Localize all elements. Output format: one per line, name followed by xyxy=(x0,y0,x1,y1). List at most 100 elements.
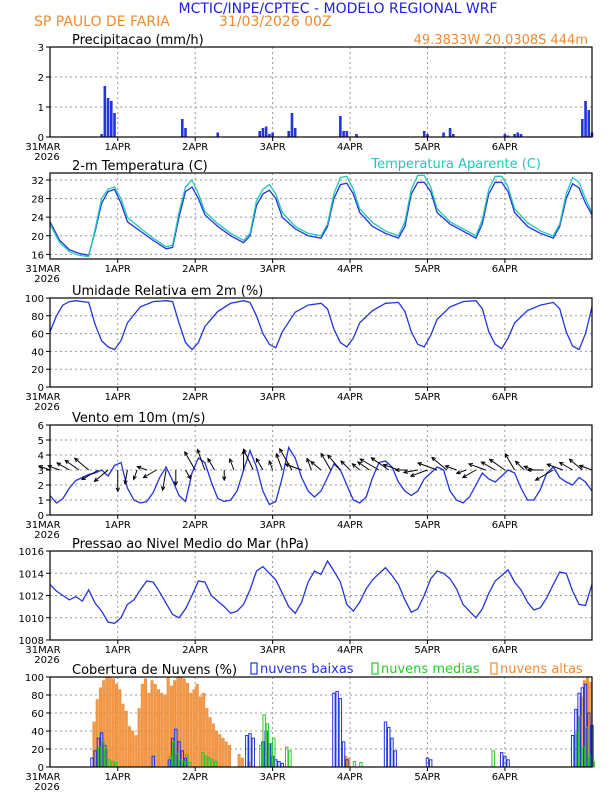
precip-bar xyxy=(519,134,523,137)
wind-vector-shaft xyxy=(357,461,370,471)
precip-bar xyxy=(584,101,587,137)
wind-vector xyxy=(184,450,196,471)
wind-vector xyxy=(207,457,215,471)
cloud-bar-nuvens-baixas xyxy=(251,737,255,768)
wind-vector-shaft xyxy=(515,460,525,471)
wind-vector xyxy=(161,469,167,492)
wind-vector xyxy=(382,463,399,471)
precip-bar xyxy=(258,131,262,137)
precip-bar xyxy=(426,134,429,137)
y-tick-label: 24 xyxy=(31,213,44,224)
x-year-label: 2026 xyxy=(34,152,59,163)
precip-bar xyxy=(442,132,445,137)
wind-vector-head xyxy=(115,487,120,493)
wind-vector xyxy=(115,470,120,493)
x-day-label: 5APR xyxy=(414,392,440,403)
cloud-bar-nuvens-altas xyxy=(147,692,151,768)
y-tick-label: 100 xyxy=(25,673,44,684)
cloud-bar-nuvens-altas xyxy=(163,694,167,768)
wind-vector-head xyxy=(93,477,99,483)
wind-vector-head xyxy=(455,470,461,475)
cloud-legend-label: nuvens baixas xyxy=(260,662,354,677)
wind-vector xyxy=(284,463,302,471)
wind-vector-shaft xyxy=(143,469,157,478)
cloud-bar-nuvens-baixas xyxy=(335,690,339,768)
precip-bar xyxy=(345,131,349,137)
cloud-bar-nuvens-altas xyxy=(192,689,196,768)
wind-vector-shaft xyxy=(310,461,322,471)
precip-bar xyxy=(109,101,113,137)
precip-bar xyxy=(516,132,520,137)
cloud-bar-nuvens-baixas xyxy=(428,759,433,768)
wind-vector-head xyxy=(284,463,290,468)
wind-vector-head xyxy=(558,461,564,467)
wind-vector-head xyxy=(409,472,415,477)
header-run: 31/03/2026 00Z xyxy=(219,14,332,30)
cloud-bar-nuvens-altas xyxy=(189,692,193,768)
cloud-bar-nuvens-altas xyxy=(221,737,225,768)
panel-title: Vento em 10m (m/s) xyxy=(72,411,205,426)
wind-vector xyxy=(351,463,361,471)
wind-vector-head xyxy=(356,461,362,466)
wind-vector-head xyxy=(444,465,450,470)
precip-bar xyxy=(451,134,455,137)
cloud-bar-nuvens-baixas xyxy=(570,735,575,768)
wind-vector xyxy=(568,458,583,471)
wind-vector-shaft xyxy=(481,461,496,471)
y-tick-label: 60 xyxy=(31,709,44,720)
panel-title: Umidade Relativa em 2m (%) xyxy=(72,284,263,299)
cloud-bar-nuvens-altas xyxy=(195,683,199,768)
x-day-label: 2APR xyxy=(182,520,208,531)
x-day-label: 3APR xyxy=(260,772,286,783)
wind-vector-head xyxy=(196,448,201,454)
wind-vector-shaft xyxy=(579,465,593,471)
x-day-label-first: 31MAR xyxy=(25,392,60,403)
precip-bar xyxy=(103,86,107,137)
y-tick-label: 3 xyxy=(38,466,44,477)
y-tick-label: 0 xyxy=(38,511,44,522)
cloud-bar-nuvens-altas xyxy=(237,754,241,768)
wind-vector-shaft xyxy=(417,462,438,471)
wind-vector-head xyxy=(461,473,467,479)
wind-vector-head xyxy=(526,467,532,473)
wind-vector-shaft xyxy=(124,469,128,484)
y-tick-label: 1014 xyxy=(19,569,44,580)
y-tick-label: 100 xyxy=(25,294,44,305)
wind-vector-shaft xyxy=(569,458,583,471)
x-day-label-first: 31MAR xyxy=(25,645,60,656)
wind-vector xyxy=(73,457,90,471)
wind-vector xyxy=(196,448,206,471)
precip-bar xyxy=(113,113,116,137)
wind-vector-shaft xyxy=(445,465,457,471)
cloud-bar-nuvens-baixas xyxy=(338,698,343,768)
wind-vector-head xyxy=(310,460,315,466)
wind-vector xyxy=(431,456,448,471)
x-day-label: 4APR xyxy=(337,520,363,531)
y-tick-label: 20 xyxy=(31,232,44,243)
cloud-bar-nuvens-baixas xyxy=(277,761,281,768)
x-day-label-first: 31MAR xyxy=(25,264,60,275)
wind-vector xyxy=(136,465,147,471)
wind-vector-head xyxy=(142,473,148,479)
wind-vector-shaft xyxy=(81,469,99,480)
wind-vector xyxy=(455,469,467,475)
cloud-legend-swatch xyxy=(490,662,498,675)
y-tick-label: 32 xyxy=(31,176,44,187)
cloud-bar-nuvens-altas xyxy=(111,678,115,768)
wind-vector-head xyxy=(275,452,280,458)
cloud-bar-nuvens-baixas xyxy=(332,692,336,768)
series-line-press-0 xyxy=(49,559,593,624)
precip-bar xyxy=(261,128,265,137)
wind-vector-shaft xyxy=(243,448,254,471)
precip-bar xyxy=(184,128,187,137)
wind-vector-head xyxy=(320,452,325,458)
y-tick-label: 40 xyxy=(31,727,44,738)
wind-vector xyxy=(142,469,157,479)
x-day-label-first: 31MAR xyxy=(25,772,60,783)
x-day-label: 3APR xyxy=(260,264,286,275)
y-tick-label: 2 xyxy=(38,73,44,84)
x-day-label: 6APR xyxy=(492,142,518,153)
